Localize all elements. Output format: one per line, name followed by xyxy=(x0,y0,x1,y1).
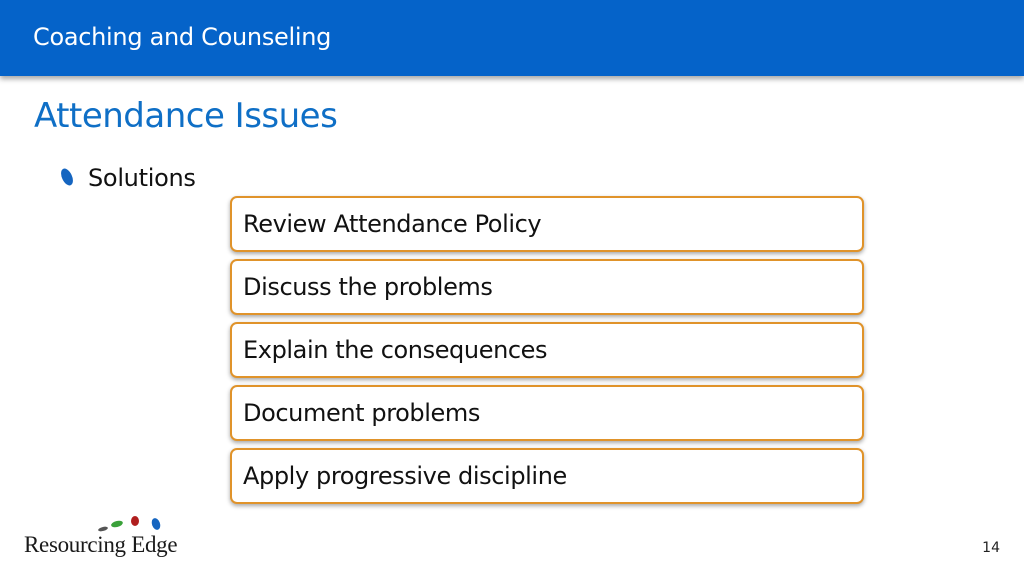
solution-box: Document problems xyxy=(230,385,864,441)
solution-text: Document problems xyxy=(243,399,480,427)
solution-box: Review Attendance Policy xyxy=(230,196,864,252)
resourcing-edge-logo: Resourcing Edge xyxy=(22,514,237,560)
header-bar: Coaching and Counseling xyxy=(0,0,1024,76)
logo-dots-icon xyxy=(98,516,161,532)
page-number: 14 xyxy=(982,540,1000,556)
solution-text: Review Attendance Policy xyxy=(243,210,542,238)
solution-list: Review Attendance Policy Discuss the pro… xyxy=(230,196,864,511)
page-title: Attendance Issues xyxy=(34,96,338,136)
solution-text: Discuss the problems xyxy=(243,273,493,301)
solution-box: Explain the consequences xyxy=(230,322,864,378)
logo-text: Resourcing Edge xyxy=(24,532,178,557)
solution-box: Apply progressive discipline xyxy=(230,448,864,504)
solution-box: Discuss the problems xyxy=(230,259,864,315)
solution-text: Explain the consequences xyxy=(243,336,548,364)
bullet-label: Solutions xyxy=(88,164,196,192)
header-title: Coaching and Counseling xyxy=(33,23,332,51)
leaf-bullet-icon xyxy=(61,168,73,186)
solution-text: Apply progressive discipline xyxy=(243,462,567,490)
